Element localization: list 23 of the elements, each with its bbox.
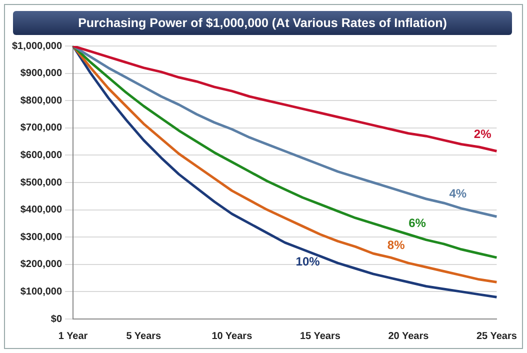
y-tick-label: $400,000 (20, 204, 62, 216)
x-tick-label: 25 Years (476, 330, 518, 342)
y-tick-label: $700,000 (20, 122, 62, 134)
series-label: 6% (408, 216, 426, 230)
x-tick-label: 15 Years (300, 330, 341, 342)
y-tick-label: $500,000 (20, 177, 62, 188)
y-tick-label: $200,000 (20, 259, 62, 270)
series-label: 10% (296, 254, 320, 268)
y-tick-label: $0 (50, 314, 62, 325)
y-tick-label: $800,000 (20, 95, 62, 106)
x-tick-label: 20 Years (388, 330, 430, 342)
y-tick-label: $1,000,000 (12, 40, 62, 52)
series-label: 4% (449, 186, 467, 200)
series-label: 2% (474, 126, 492, 141)
x-tick-label: 5 Years (126, 330, 162, 342)
chart-title: Purchasing Power of $1,000,000 (At Various Rates of Inflation) (13, 11, 512, 35)
y-tick-label: $900,000 (20, 68, 62, 80)
y-tick-label: $600,000 (20, 150, 62, 161)
x-tick-label: 1 Year (58, 330, 88, 342)
y-tick-label: $300,000 (20, 232, 62, 243)
x-tick-label: 10 Years (212, 330, 253, 342)
series-label: 8% (387, 238, 406, 252)
y-tick-label: $100,000 (20, 286, 62, 298)
